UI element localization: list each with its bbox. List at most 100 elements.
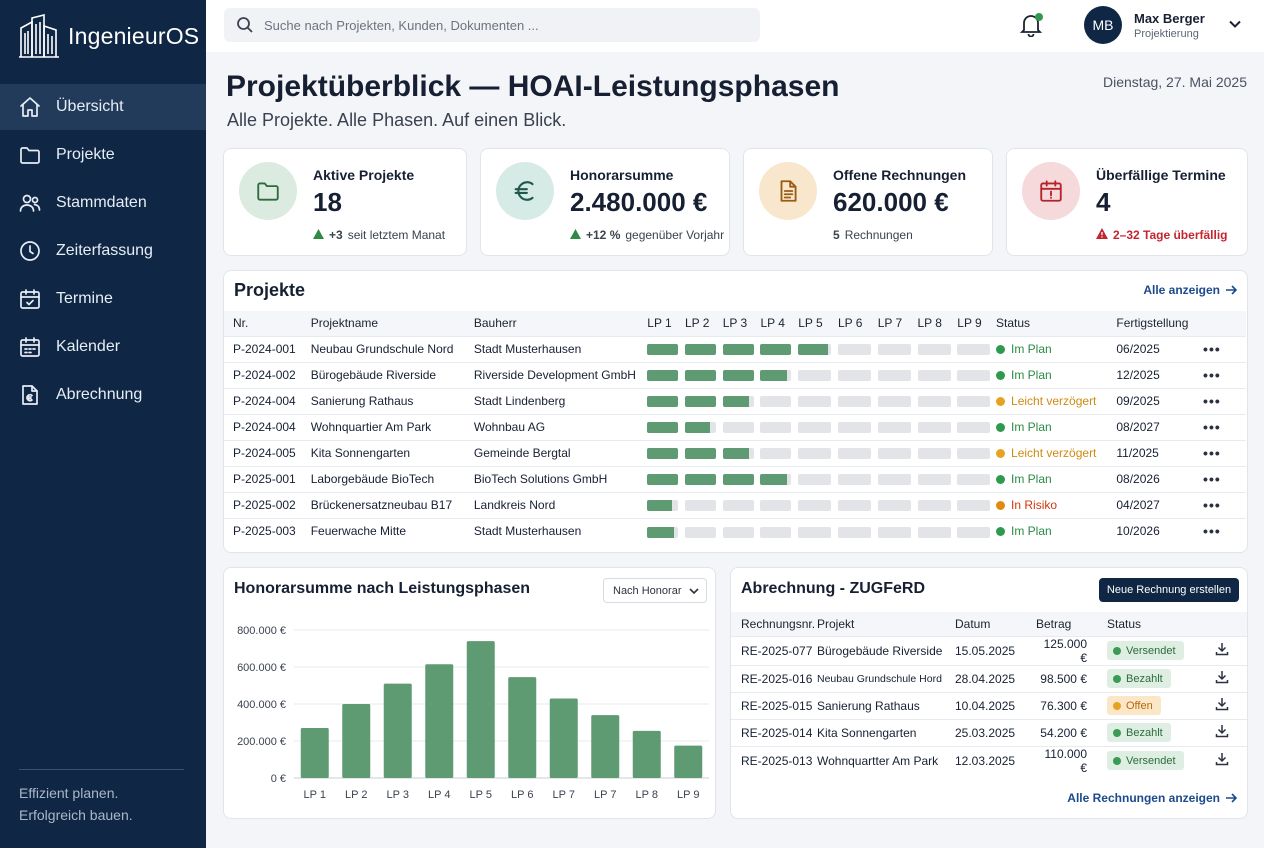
search-bar[interactable] <box>224 8 760 42</box>
column-header[interactable]: LP 8 <box>917 311 958 336</box>
more-options-icon[interactable]: ••• <box>1203 341 1221 357</box>
column-header[interactable]: LP 2 <box>685 311 723 336</box>
table-row[interactable]: P-2025-001 Laborgebäude BioTech BioTech So… <box>224 465 1246 492</box>
phase-cell-lp2 <box>685 465 723 492</box>
more-options-icon[interactable]: ••• <box>1203 393 1221 409</box>
sidebar-item-kalender[interactable]: Kalender <box>0 324 206 370</box>
column-header[interactable]: LP 7 <box>877 311 918 336</box>
chart-bar[interactable] <box>425 664 454 778</box>
more-options-icon[interactable]: ••• <box>1203 497 1221 513</box>
more-options-icon[interactable]: ••• <box>1203 445 1221 461</box>
column-header[interactable]: Status <box>1107 612 1197 636</box>
chart-bar[interactable] <box>549 698 578 778</box>
column-header[interactable]: LP 1 <box>647 311 685 336</box>
kpi-card[interactable]: Offene Rechnungen 620.000 € 5 Rechnungen <box>743 148 993 256</box>
app-logo[interactable]: IngenieurOS <box>18 14 199 58</box>
show-all-projects-link[interactable]: Alle anzeigen <box>1143 283 1237 297</box>
chart-bar[interactable] <box>508 677 537 778</box>
project-name[interactable]: Laborgebäude BioTech <box>310 465 474 492</box>
download-icon[interactable] <box>1215 670 1229 687</box>
notifications-button[interactable] <box>1019 13 1044 38</box>
user-name[interactable]: Max Berger <box>1134 11 1205 26</box>
sidebar-item-termine[interactable]: Termine <box>0 276 206 322</box>
phase-progress-bar <box>877 344 911 356</box>
chart-sort-dropdown[interactable]: Nach Honorar <box>603 578 707 603</box>
download-icon[interactable] <box>1215 697 1229 714</box>
more-options-icon[interactable]: ••• <box>1203 523 1221 540</box>
sidebar-item-stammdaten[interactable]: Stammdaten <box>0 180 206 226</box>
sidebar-item-zeiterfassung[interactable]: Zeiterfassung <box>0 228 206 274</box>
column-header[interactable]: Projektname <box>310 311 474 336</box>
project-name[interactable]: Neubau Grundschule Nord <box>310 335 474 362</box>
project-name[interactable]: Feuerwache Mitte <box>310 517 474 544</box>
column-header[interactable]: LP 4 <box>760 311 799 336</box>
more-options-icon[interactable]: ••• <box>1203 471 1221 487</box>
column-header[interactable]: Rechnungsnr. <box>731 612 817 636</box>
table-row[interactable]: RE-2025-013 Wohnquartter Am Park 12.03.202… <box>731 745 1247 775</box>
kpi-label: Honorarsumme <box>570 167 674 183</box>
kpi-card[interactable]: Honorarsumme 2.480.000 € +12 % gegenüber Vo… <box>480 148 730 256</box>
table-row[interactable]: P-2024-001 Neubau Grundschule Nord Stadt M… <box>224 335 1246 362</box>
download-cell <box>1197 745 1247 775</box>
column-header[interactable]: Bauherr <box>473 311 648 336</box>
new-invoice-button[interactable]: Neue Rechnung erstellen <box>1099 578 1239 602</box>
sidebar-item-abrechnung[interactable]: Abrechnung <box>0 372 206 418</box>
download-icon[interactable] <box>1215 642 1229 659</box>
column-header[interactable]: Datum <box>955 612 1036 636</box>
chart-bar[interactable] <box>342 704 371 778</box>
column-header[interactable]: Projekt <box>817 612 955 636</box>
project-name[interactable]: Kita Sonnengarten <box>310 439 474 466</box>
chart-bar[interactable] <box>674 745 703 778</box>
phase-cell-lp1 <box>647 335 685 362</box>
table-row[interactable]: P-2025-002 Brückenersatzneubau B17 Landkre… <box>224 491 1246 518</box>
sidebar-item-label: Zeiterfassung <box>56 242 153 259</box>
project-name[interactable]: Bürogebäude Riverside <box>310 361 474 388</box>
phase-progress-bar <box>917 370 951 382</box>
project-name[interactable]: Brückenersatzneubau B17 <box>310 491 474 518</box>
more-options-icon[interactable]: ••• <box>1203 367 1221 383</box>
table-row[interactable]: P-2024-004 Wohnquartier Am Park Wohnbau AG… <box>224 413 1246 440</box>
project-name[interactable]: Wohnquartier Am Park <box>310 413 474 440</box>
column-header[interactable]: Fertigstellung <box>1116 311 1204 336</box>
kpi-delta-text: gegenüber Vorjahr <box>625 228 725 242</box>
search-input[interactable] <box>264 17 744 33</box>
chart-bar[interactable] <box>300 728 329 778</box>
chart-bar[interactable] <box>632 730 661 778</box>
column-header[interactable]: LP 9 <box>957 311 997 336</box>
phase-progress-bar <box>837 396 871 408</box>
invoice-date: 28.04.2025 <box>955 664 1036 692</box>
column-header[interactable]: LP 6 <box>837 311 878 336</box>
sidebar-item-uebersicht[interactable]: Übersicht <box>0 84 206 130</box>
status-badge: Leicht verzögert <box>996 394 1116 408</box>
table-row[interactable]: P-2024-002 Bürogebäude Riverside Riverside… <box>224 361 1246 388</box>
avatar[interactable]: MB <box>1084 6 1122 44</box>
status-dot <box>1113 646 1121 655</box>
project-number: P-2024-005 <box>224 439 311 466</box>
table-row[interactable]: P-2024-005 Kita Sonnengarten Gemeinde Berg… <box>224 439 1246 466</box>
table-row[interactable]: RE-2025-015 Sanierung Rathaus 10.04.2025 76… <box>731 691 1247 719</box>
chart-bar[interactable] <box>383 683 412 778</box>
column-header[interactable]: Nr. <box>224 311 311 336</box>
chart-bar[interactable] <box>466 641 495 778</box>
project-name[interactable]: Sanierung Rathaus <box>310 387 474 414</box>
kpi-card[interactable]: Aktive Projekte 18 +3 seit letztem Manat <box>223 148 467 256</box>
sidebar-item-projekte[interactable]: Projekte <box>0 132 206 178</box>
download-icon[interactable] <box>1215 752 1229 769</box>
table-row[interactable]: P-2025-003 Feuerwache Mitte Stadt Musterha… <box>224 517 1246 544</box>
phase-progress-fill <box>722 344 754 356</box>
table-row[interactable]: RE-2025-077 Bürogebäude Riverside 15.05.20… <box>731 635 1247 665</box>
download-icon[interactable] <box>1215 724 1229 741</box>
column-header[interactable]: Betrag <box>1036 612 1107 636</box>
kpi-card[interactable]: Überfällige Termine 4 2–32 Tage überfällig <box>1006 148 1248 256</box>
column-header[interactable]: Status <box>996 311 1117 336</box>
table-row[interactable]: RE-2025-016 Neubau Grundschule Hord 28.04.… <box>731 664 1247 692</box>
table-row[interactable]: P-2024-004 Sanierung Rathaus Stadt Lindenb… <box>224 387 1246 414</box>
chevron-down-icon[interactable] <box>1228 17 1242 31</box>
show-all-label: Alle anzeigen <box>1143 283 1220 297</box>
show-all-invoices-link[interactable]: Alle Rechnungen anzeigen <box>1067 791 1237 805</box>
table-row[interactable]: RE-2025-014 Kita Sonnengarten 25.03.2025 54… <box>731 718 1247 746</box>
column-header[interactable]: LP 5 <box>798 311 838 336</box>
more-options-icon[interactable]: ••• <box>1203 419 1221 435</box>
column-header[interactable]: LP 3 <box>722 311 761 336</box>
chart-bar[interactable] <box>591 715 620 778</box>
